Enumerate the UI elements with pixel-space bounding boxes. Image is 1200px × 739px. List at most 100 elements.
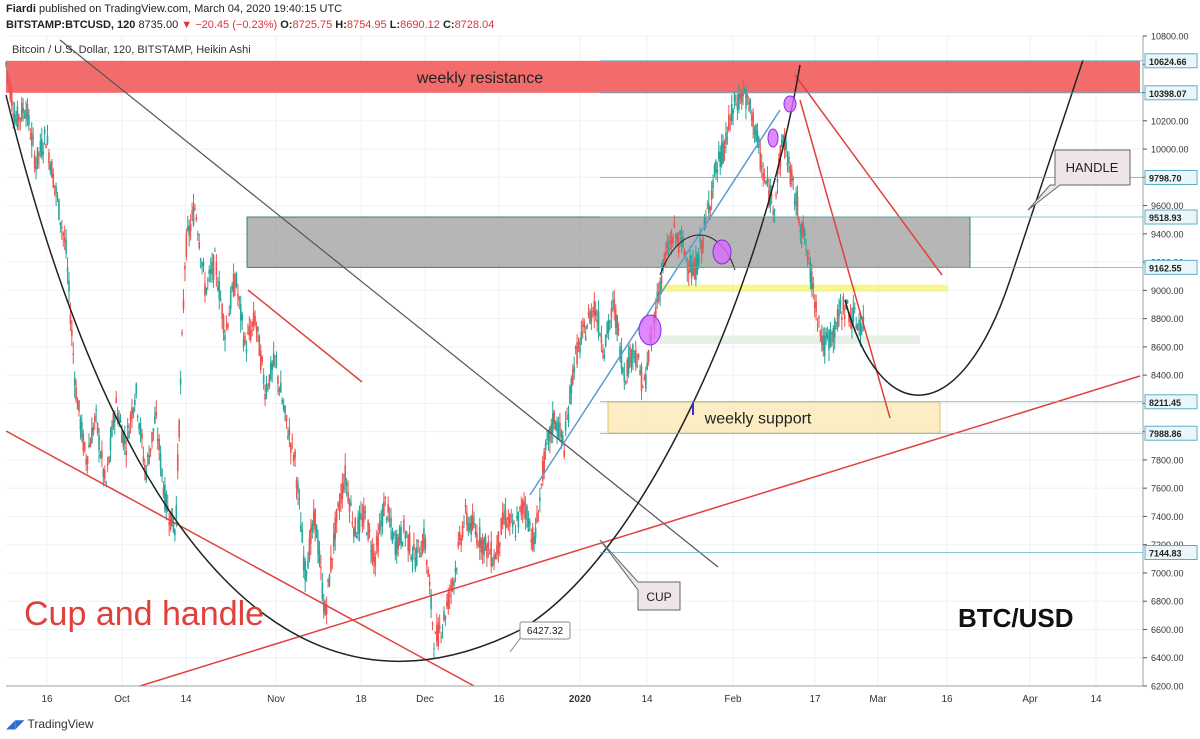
close-label: C: (442, 19, 455, 31)
publisher-name[interactable]: Fiardi (6, 3, 36, 15)
candle-body (383, 501, 385, 517)
candle-body (604, 334, 607, 347)
close-value: 8728.04 (454, 19, 495, 31)
candle-body (231, 284, 233, 291)
candle-body (488, 553, 491, 555)
candle-body (128, 430, 130, 439)
candle-body (337, 502, 339, 507)
candle-body (577, 342, 580, 344)
candle-body (225, 325, 228, 327)
candle-body (655, 307, 657, 319)
candle-body (123, 437, 126, 444)
candle-body (423, 528, 425, 548)
candle-body (23, 115, 26, 118)
candle-body (590, 310, 593, 322)
price-level-box (1144, 209, 1198, 225)
candle-body (156, 438, 159, 442)
price-chart[interactable]: weekly resistance weekly support 6200.00 6… (0, 0, 1200, 712)
candle-body (42, 151, 45, 155)
candle-body (122, 433, 125, 447)
candle-body (554, 422, 557, 430)
candle-body (793, 201, 796, 204)
candle-body (22, 107, 24, 114)
candle-body (530, 539, 533, 543)
brand-name: TradingView (27, 717, 94, 731)
candle-body (789, 165, 792, 185)
candle-body (759, 152, 762, 170)
candle-body (677, 244, 680, 253)
candle-body (184, 265, 186, 270)
candle-body (401, 541, 404, 547)
candle-body (103, 469, 106, 479)
candle-body (373, 552, 375, 563)
candle-body (487, 541, 490, 548)
candle-body (73, 377, 76, 386)
price-axis: 6200.006400.006600.006800.007000.007200.… (1142, 32, 1200, 692)
candle-body (98, 435, 100, 451)
candle-body (138, 423, 140, 429)
open-label: O: (280, 19, 293, 31)
candle-body (393, 532, 395, 536)
candle-body (374, 556, 377, 567)
candle-body (10, 92, 13, 106)
candle-body (841, 317, 843, 321)
price-level-box (1144, 53, 1198, 69)
candle-body (560, 430, 563, 438)
candle-body (801, 223, 803, 236)
candle-body (738, 94, 740, 111)
candle-body (229, 290, 232, 310)
candle-body (537, 520, 540, 522)
candle-body (798, 218, 800, 224)
candle-body (480, 538, 482, 553)
candle-body (828, 331, 830, 350)
candle-body (597, 311, 600, 334)
candle-body (342, 483, 345, 490)
price-level-label: 10624.66 (1149, 57, 1187, 67)
candle-body (833, 319, 836, 338)
candle-body (314, 508, 316, 530)
time-tick-label: 18 (355, 694, 367, 705)
candle-body (62, 232, 65, 236)
candle-body (348, 500, 351, 513)
trend-line (529, 109, 781, 496)
candle-body (622, 367, 624, 374)
candle-body (669, 241, 671, 245)
candle-body (609, 321, 611, 323)
candle-body (340, 493, 342, 504)
candle-body (198, 242, 201, 249)
candle-body (357, 517, 359, 535)
candle-body (261, 356, 264, 362)
candle-body (666, 243, 669, 249)
candle-body (244, 336, 246, 344)
candle-body (69, 314, 72, 324)
chart-annotations: HANDLE CUP 6427.32 Cup and handle BTC/USD (24, 149, 1131, 653)
candle-body (434, 632, 437, 634)
candle-body (567, 414, 570, 423)
candle-body (315, 525, 318, 539)
tradingview-logo[interactable]: ◢◤ TradingView (6, 717, 94, 731)
last-price: 8735.00 (138, 19, 179, 31)
candle-body (18, 115, 20, 121)
candle-body (298, 498, 301, 500)
candle-body (408, 532, 411, 554)
candle-body (705, 216, 707, 219)
candle-body (745, 88, 747, 109)
candle-body (176, 454, 179, 471)
candle-body (92, 426, 95, 434)
candle-body (351, 521, 354, 525)
candle-body (214, 250, 216, 252)
candle-body (603, 354, 606, 359)
candle-body (484, 535, 487, 544)
candle-body (748, 102, 750, 104)
candle-body (647, 349, 650, 362)
candle-body (467, 523, 470, 532)
candle-body (676, 233, 679, 242)
candlestick-series (5, 61, 865, 659)
candle-body (862, 316, 865, 323)
candle-body (385, 517, 388, 521)
candle-body (208, 269, 211, 274)
candle-body (570, 378, 573, 394)
candle-body (400, 526, 402, 545)
candle-body (12, 113, 14, 117)
candle-body (424, 538, 427, 550)
